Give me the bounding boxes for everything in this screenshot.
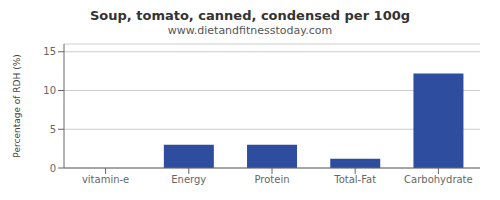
html-text:Soup, tomato, canned, condense: Soup, tomato, canned, condensed per 100g <box>89 8 411 23</box>
svg-text:Percentage of RDH (%): Percentage of RDH (%) <box>12 54 22 157</box>
svg-text:Total-Fat: Total-Fat <box>333 174 376 185</box>
svg-text:15: 15 <box>43 46 56 57</box>
svg-text:vitamin-e: vitamin-e <box>82 174 129 185</box>
svg-text:Energy: Energy <box>171 174 206 185</box>
svg-text:Protein: Protein <box>254 174 289 185</box>
svg-text:0: 0 <box>50 163 56 174</box>
svg-text:Carbohydrate: Carbohydrate <box>404 174 473 185</box>
html-text:www.dietandfitnesstoday.com: www.dietandfitnesstoday.com <box>167 24 333 37</box>
svg-text:10: 10 <box>43 85 56 96</box>
svg-text:5: 5 <box>50 124 56 135</box>
